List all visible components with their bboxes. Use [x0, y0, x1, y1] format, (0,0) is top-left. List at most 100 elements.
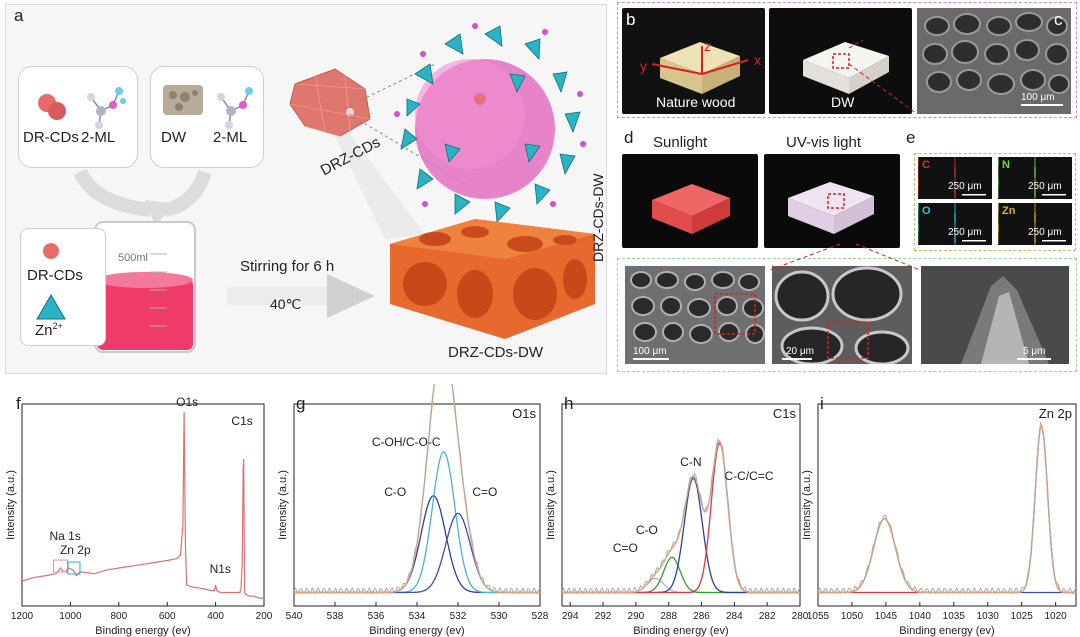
panel-label-a: a: [14, 6, 24, 25]
x-tick-label: 538: [327, 611, 344, 622]
x-tick-label: 1050: [841, 611, 864, 622]
sem-d2-scalebar: 20 μm: [786, 346, 814, 357]
peak-label-c-double-o: C=O: [613, 541, 638, 555]
peak-label-cc: C-C/C=C: [724, 469, 773, 483]
crystal-polyhedron: [289, 68, 371, 137]
x-tick-label: 532: [450, 611, 467, 622]
stirring-label: Stirring for 6 h: [240, 258, 335, 275]
edx-element-label: Zn: [1002, 205, 1016, 217]
survey-series-line: [21, 411, 264, 599]
drcds-molecule-illustration: [38, 87, 126, 129]
x-tick-label: 528: [532, 611, 548, 622]
photo-sunlight: [622, 154, 758, 248]
chart-title: Zn 2p: [1039, 406, 1072, 421]
x-tick-label: 1055: [807, 611, 830, 622]
sem-image-d1: 100 μm: [625, 266, 765, 364]
x-tick-label: 1040: [909, 611, 932, 622]
panel-label-e: e: [906, 128, 916, 147]
x-tick-label: 294: [562, 611, 579, 622]
legend-icons: [36, 243, 66, 320]
edx-frame: [914, 153, 1076, 251]
wood-molecule-illustration: [163, 85, 253, 129]
dw-caption: DW: [831, 94, 855, 110]
side-label-drz: DRZ-CDs-DW: [590, 173, 606, 262]
x-axis-label: Binding energy (ev): [899, 625, 994, 637]
peak-label-co: C-O: [636, 523, 658, 537]
edx-scalebar: 250 μm: [1028, 227, 1062, 238]
product-label: DRZ-CDs-DW: [448, 344, 543, 361]
x-tick-label: 1045: [875, 611, 898, 622]
plot-frame: [817, 403, 1077, 607]
y-axis-label: Intensity (a.u.): [545, 470, 557, 540]
zoom-lines-bc: [848, 40, 918, 115]
beaker-volume-label: 500ml: [118, 252, 148, 264]
sem-row-frame: [617, 258, 1077, 372]
edx-element-label: O: [922, 205, 931, 217]
chart-i-zn2p: 1055 1050 1045 1040 1035 1030 1025 1020 Binding …: [801, 403, 1077, 637]
peak-label-na1s: Na 1s: [49, 529, 80, 543]
x-tick-label: 1020: [1045, 611, 1068, 622]
edx-map-o: O 250 μm: [917, 202, 992, 245]
raw-data-line: [817, 421, 1077, 595]
x-tick-label: 1025: [1011, 611, 1034, 622]
zn2p-highlight-box: [67, 561, 81, 575]
legend-zn-label: Zn2+: [35, 321, 63, 339]
panel-label-f: f: [16, 394, 21, 413]
x-tick-label: 540: [286, 611, 303, 622]
component-peak-1: [562, 556, 800, 594]
x-tick-label: 200: [256, 611, 273, 622]
photo-dw: DW: [769, 8, 912, 114]
axis-y: y: [640, 58, 647, 74]
panel-label-d: d: [624, 128, 634, 147]
x-axis-label: Binding energy (ev): [633, 625, 728, 637]
edx-map-n: N 250 μm: [997, 156, 1072, 199]
merge-arrow-left: [73, 168, 151, 217]
product-wood-block: [390, 219, 595, 339]
edx-scalebar: 250 μm: [1028, 181, 1062, 192]
axis-x: x: [754, 52, 761, 68]
legend-box: DR-CDs Zn2+: [20, 228, 106, 346]
peak-label-n1s: N1s: [210, 562, 231, 576]
x-tick-label: 1000: [59, 611, 82, 622]
panel-label-b: b: [626, 10, 636, 29]
nature-wood-caption: Nature wood: [656, 94, 736, 110]
reactant-box-2: DW 2-ML: [150, 66, 264, 168]
x-tick-label: 1200: [11, 611, 34, 622]
panel-bc-frame: [617, 2, 1077, 118]
photo-uv-light: [764, 154, 900, 248]
sem-image-d3: 5 μm: [921, 266, 1069, 364]
x-tick-label: 286: [693, 611, 710, 622]
x-axis-label: Binding energy (ev): [369, 625, 464, 637]
x-tick-label: 290: [628, 611, 645, 622]
beaker-liquid: [97, 279, 193, 350]
sunlight-label: Sunlight: [653, 134, 708, 151]
edx-scalebar: 250 μm: [948, 181, 982, 192]
chart-f-xps-survey: 1200 1000 800 600 400 200 Binding energy (ev) I…: [5, 395, 273, 637]
ml-label-1: 2-ML: [81, 129, 116, 146]
legend-zn-charge: 2+: [52, 321, 63, 331]
edx-element-label: C: [922, 159, 930, 171]
plot-frame: [21, 403, 265, 607]
x-tick-label: 282: [759, 611, 776, 622]
plot-frame: [561, 403, 801, 607]
peak-label-o1s: O1s: [176, 395, 198, 409]
x-tick-label: 530: [491, 611, 508, 622]
x-tick-label: 400: [207, 611, 224, 622]
x-tick-label: 800: [110, 611, 127, 622]
dw-label: DW: [161, 129, 186, 146]
peak-label-c-double-o: C=O: [472, 485, 497, 499]
sem-image-c: 100 μm: [917, 8, 1071, 114]
peak-label-zn2p: Zn 2p: [60, 543, 91, 557]
chart-title: C1s: [773, 406, 797, 421]
reactant-box-1: DR-CDs 2-ML: [18, 66, 138, 168]
peak-label-cn: C-N: [680, 455, 701, 469]
panel-label-c: c: [1054, 10, 1063, 29]
x-tick-label: 1035: [943, 611, 966, 622]
raw-data-line: [561, 437, 801, 595]
uv-light-label: UV-vis light: [786, 134, 862, 151]
sem-c-scalebar: 100 μm: [1021, 92, 1055, 103]
edx-map-zn: Zn 250 μm: [997, 202, 1072, 245]
y-axis-label: Intensity (a.u.): [277, 470, 289, 540]
x-axis-label: Binding energy (ev): [95, 625, 190, 637]
x-tick-label: 1030: [977, 611, 1000, 622]
